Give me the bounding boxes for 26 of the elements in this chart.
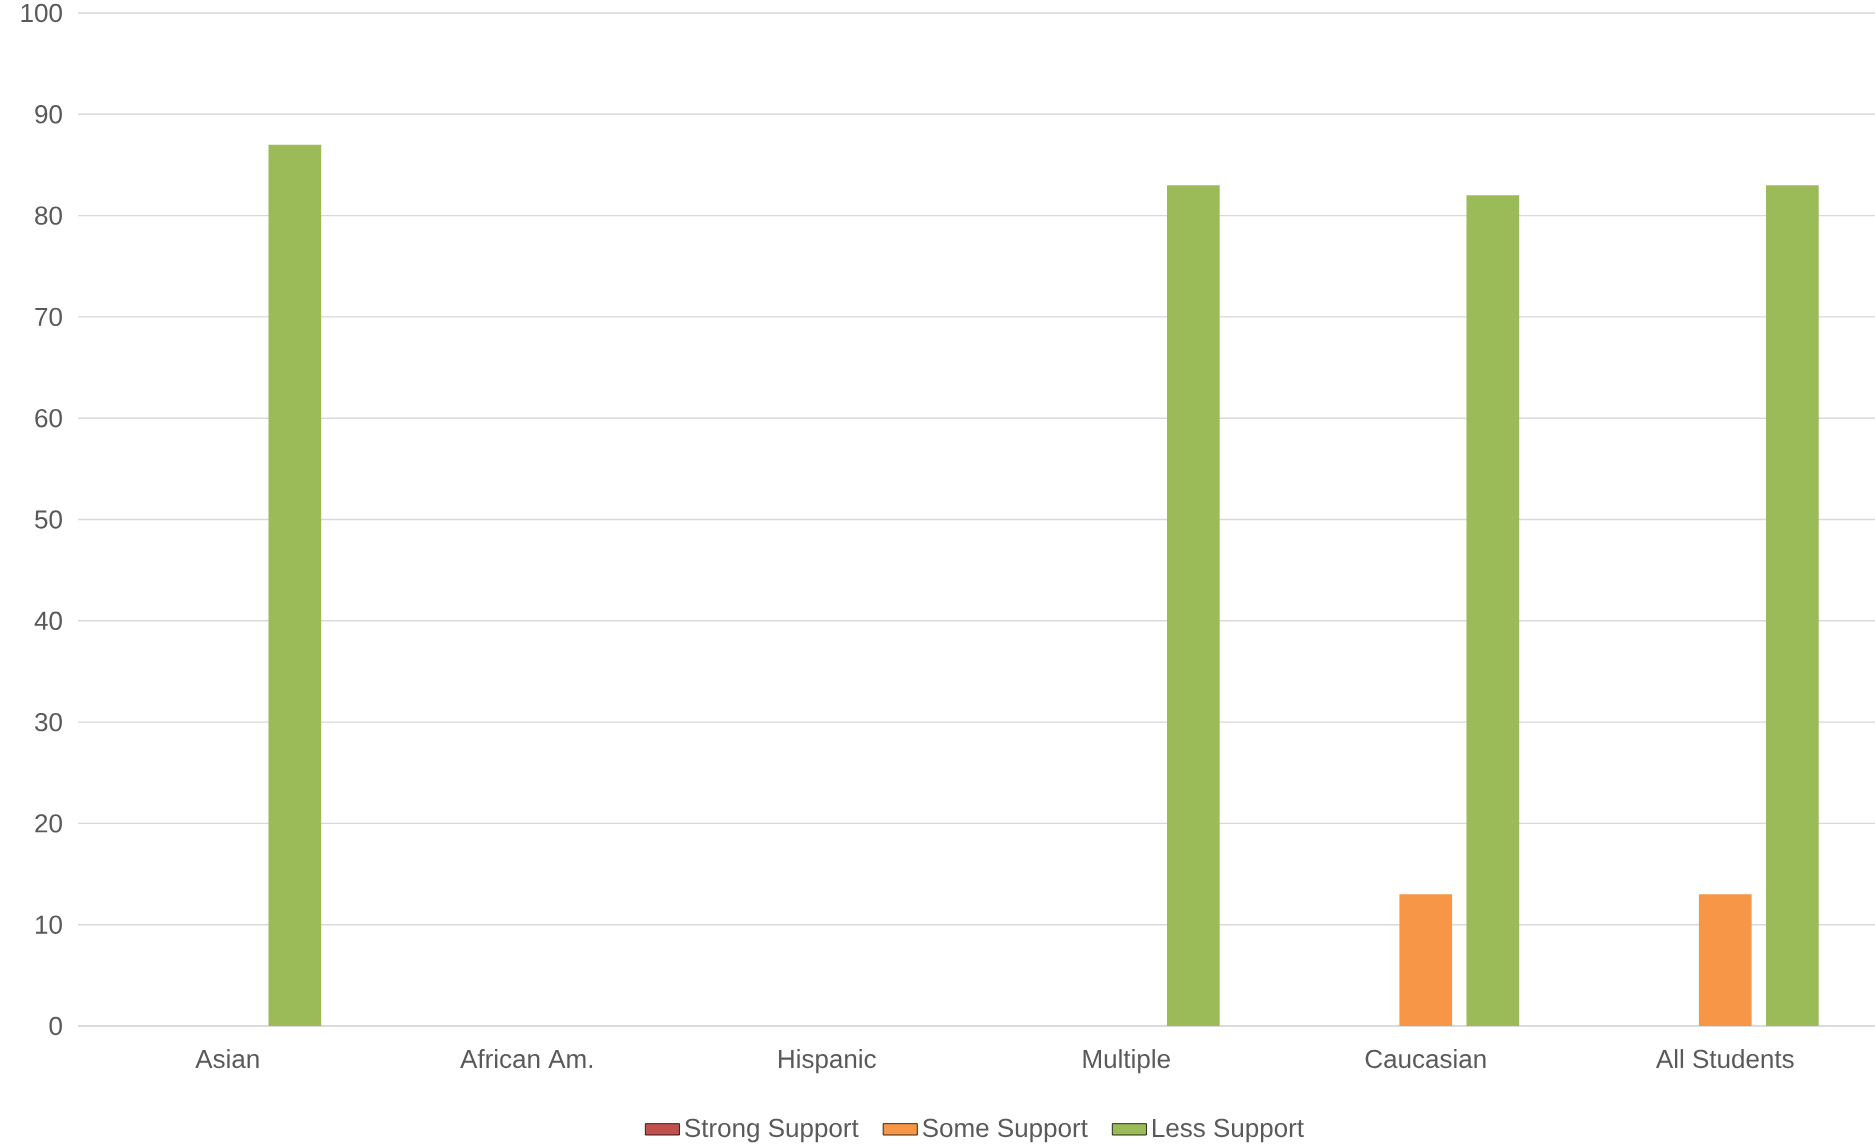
bar xyxy=(1698,894,1752,1026)
y-tick-label: 50 xyxy=(35,510,62,529)
bar xyxy=(1399,894,1453,1026)
legend-label: Some Support xyxy=(922,1118,1088,1143)
bar xyxy=(1766,185,1819,1026)
y-tick-label: 0 xyxy=(49,1016,62,1036)
y-tick-label: 30 xyxy=(35,712,62,732)
x-tick-label: Hispanic xyxy=(779,1049,876,1074)
x-tick-label: Multiple xyxy=(1083,1049,1170,1074)
y-tick-label: 90 xyxy=(35,105,62,124)
x-tick-label: Asian xyxy=(195,1049,259,1069)
y-tick-label: 80 xyxy=(35,206,62,225)
x-tick-label: African Am. xyxy=(460,1049,593,1069)
y-tick-label: 100 xyxy=(21,3,62,23)
y-tick-label: 20 xyxy=(35,814,62,833)
x-tick-label: All Students xyxy=(1655,1049,1794,1069)
y-tick-label: 70 xyxy=(35,307,62,327)
bar xyxy=(1466,195,1520,1026)
bar xyxy=(268,144,322,1026)
x-tick-label: Caucasian xyxy=(1365,1049,1486,1069)
y-tick-label: 40 xyxy=(34,611,62,630)
y-tick-label: 10 xyxy=(35,915,62,934)
legend-label: Less Support xyxy=(1152,1118,1304,1143)
y-tick-label: 60 xyxy=(35,408,62,428)
bar xyxy=(1166,185,1220,1026)
legend-label: Strong Support xyxy=(685,1118,859,1143)
